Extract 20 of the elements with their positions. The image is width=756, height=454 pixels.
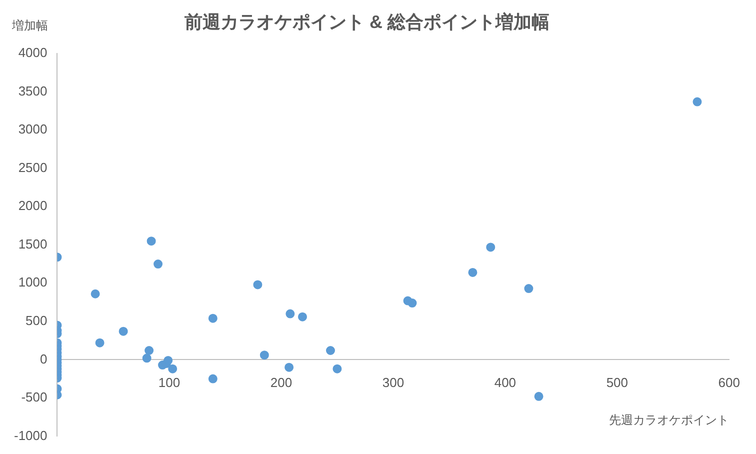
x-tick-label: 100 bbox=[158, 375, 180, 390]
chart-title: 前週カラオケポイント & 総合ポイント増加幅 bbox=[183, 10, 550, 32]
y-tick-label: -500 bbox=[21, 390, 48, 405]
y-tick-label: 4000 bbox=[18, 45, 48, 60]
y-tick-label: 2500 bbox=[18, 160, 48, 175]
x-axis-title: 先週カラオケポイント bbox=[609, 412, 730, 427]
y-tick-label: 3000 bbox=[18, 122, 48, 137]
x-tick-label: 400 bbox=[494, 375, 516, 390]
y-tick-label: 0 bbox=[40, 351, 48, 366]
y-tick-label: 1500 bbox=[18, 236, 48, 252]
x-tick-label: 500 bbox=[606, 375, 628, 390]
y-tick-label: 500 bbox=[26, 313, 48, 328]
y-tick-label: 2000 bbox=[18, 198, 48, 214]
x-tick-label: 200 bbox=[270, 375, 292, 390]
y-tick-label: 1000 bbox=[18, 274, 48, 290]
y-tick-label: 3500 bbox=[18, 83, 48, 98]
x-tick-label: 600 bbox=[718, 375, 740, 390]
y-axis-title: 増加幅 bbox=[11, 18, 48, 32]
x-tick-label: 300 bbox=[382, 375, 404, 390]
y-tick-label: -1000 bbox=[14, 428, 48, 443]
